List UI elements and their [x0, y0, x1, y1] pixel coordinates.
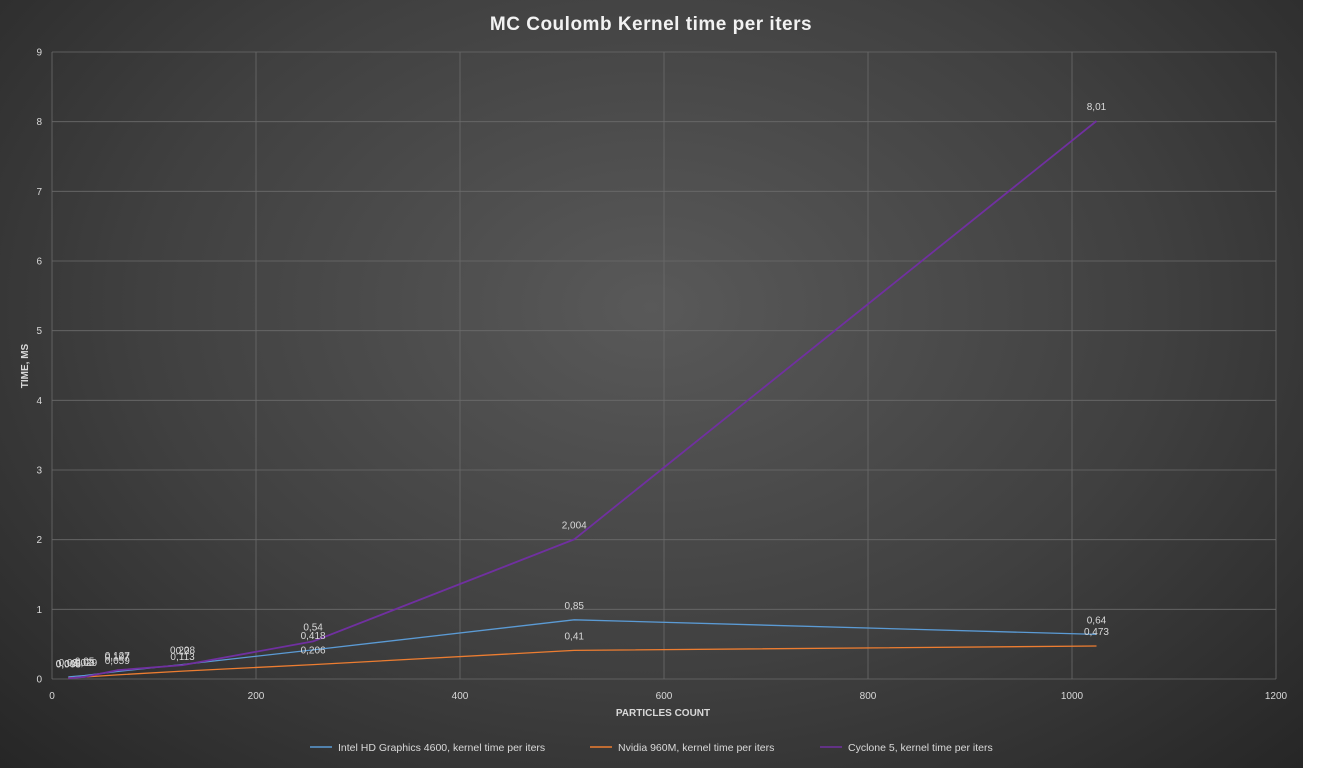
y-tick-label: 4 — [36, 396, 42, 407]
data-label: 0,418 — [301, 631, 326, 642]
data-label: 0,41 — [565, 631, 585, 642]
legend-entry: Cyclone 5, kernel time per iters — [848, 742, 993, 754]
data-label: 0,473 — [1084, 627, 1109, 638]
data-label: 0,127 — [105, 651, 130, 662]
data-label: 0,206 — [301, 646, 326, 657]
data-label: 0,029 — [72, 658, 97, 669]
y-tick-label: 3 — [36, 466, 42, 477]
x-tick-label: 1000 — [1061, 691, 1084, 702]
chart-title: MC Coulomb Kernel time per iters — [490, 14, 812, 35]
y-tick-label: 6 — [36, 257, 42, 268]
y-axis-ticks: 0 1 2 3 4 5 6 7 8 9 — [36, 48, 42, 686]
data-label: 0,008 — [56, 659, 81, 670]
x-tick-label: 600 — [656, 691, 673, 702]
data-label: 0,015 — [56, 659, 81, 670]
data-label: 2,004 — [562, 520, 587, 531]
series-line-3 — [68, 120, 1098, 680]
data-label: 0,64 — [1087, 615, 1107, 626]
line-chart: MC Coulomb Kernel time per iters 0 1 2 3 4 5 6… — [20, 14, 1288, 754]
series-lines — [68, 120, 1098, 680]
x-axis-ticks: 0 200 400 600 800 1000 1200 — [49, 691, 1287, 702]
series-line-1 — [68, 619, 1097, 678]
x-tick-label: 0 — [49, 691, 55, 702]
y-tick-label: 2 — [36, 535, 42, 546]
data-label: 0,107 — [105, 653, 130, 664]
y-tick-label: 1 — [36, 605, 42, 616]
data-label: 0,05 — [75, 657, 95, 668]
y-axis-label: TIME, MS — [20, 343, 31, 388]
data-label: 0,54 — [303, 622, 323, 633]
data-label: 0,85 — [565, 601, 585, 612]
legend: Intel HD Graphics 4600, kernel time per … — [310, 742, 993, 754]
data-label: 8,01 — [1087, 102, 1107, 113]
legend-entry: Nvidia 960M, kernel time per iters — [618, 742, 774, 754]
legend-entry: Intel HD Graphics 4600, kernel time per … — [338, 742, 545, 754]
data-label: 0,208 — [170, 646, 195, 657]
y-tick-label: 0 — [36, 675, 42, 686]
x-tick-label: 400 — [452, 691, 469, 702]
data-label: 0,03 — [75, 658, 95, 669]
x-tick-label: 800 — [860, 691, 877, 702]
data-label: 0,059 — [105, 656, 130, 667]
y-tick-label: 8 — [36, 117, 42, 128]
data-label: 0,03 — [59, 658, 79, 669]
x-gridlines — [51, 52, 1277, 679]
y-tick-label: 9 — [36, 48, 42, 59]
x-tick-label: 1200 — [1265, 691, 1288, 702]
x-tick-label: 200 — [248, 691, 265, 702]
data-labels: 0,030,05 0,107 0,208 0,418 0,85 0,64 0,0150,02… — [56, 102, 1110, 670]
data-label: 0,2 — [176, 646, 190, 657]
data-label: 0,113 — [170, 652, 195, 663]
y-tick-label: 5 — [36, 326, 42, 337]
series-line-2 — [68, 645, 1097, 679]
y-tick-label: 7 — [36, 187, 42, 198]
chart-area: MC Coulomb Kernel time per iters 0 1 2 3 4 5 6… — [0, 0, 1303, 768]
x-axis-label: PARTICLES COUNT — [616, 708, 710, 719]
